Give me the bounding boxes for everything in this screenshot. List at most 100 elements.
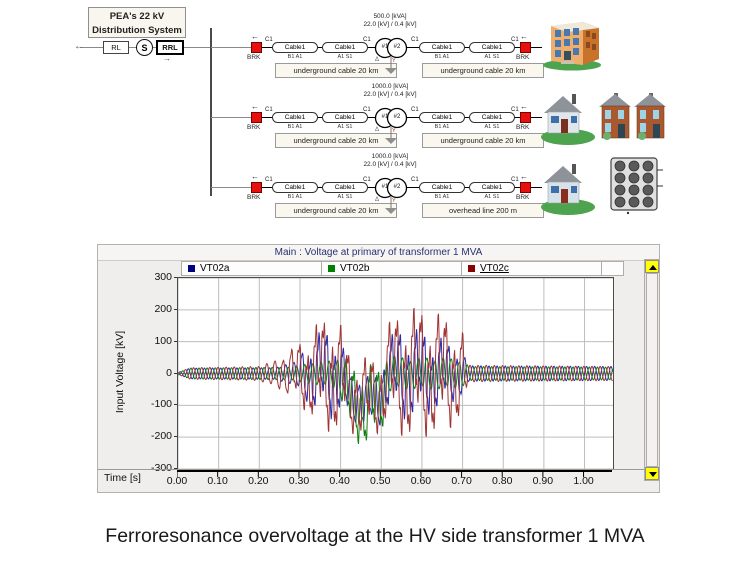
figure-caption: Ferroresonance overvoltage at the HV sid… [105, 525, 645, 547]
breaker-icon [251, 42, 262, 53]
cable-terminals: A1 S1 [337, 124, 353, 130]
axis-separator [98, 469, 659, 470]
x-tick-label: 0.50 [370, 475, 391, 487]
y-tick-mark [174, 308, 177, 310]
legend-label: VT02c [480, 263, 509, 274]
x-tick-label: 0.10 [207, 475, 228, 487]
x-axis-label: Time [s] [104, 472, 141, 484]
breaker-label: BRK [516, 54, 530, 61]
cable-terminals: B1 A1 [287, 54, 303, 60]
breaker-icon [251, 182, 262, 193]
breaker-label: BRK [247, 54, 261, 61]
legend-item-VT02b[interactable]: VT02b [321, 261, 462, 276]
transformer-rating-kv: 22.0 [kV] / 0.4 [kV] [363, 161, 417, 168]
node-label-c1: C1 [511, 107, 519, 113]
node-label-c1: C1 [265, 107, 273, 113]
transformer-icon [374, 107, 408, 144]
cable-terminals: A1 S1 [484, 194, 500, 200]
bus-tap-wire [211, 187, 253, 188]
right-line-label: underground cable 20 km [422, 133, 544, 148]
y-tick-label: -300 [150, 462, 172, 474]
breaker-arrow-icon: ← [520, 32, 528, 41]
legend-item-VT02a[interactable]: VT02a [181, 261, 322, 276]
node-label-c1: C1 [363, 37, 371, 43]
transformer-secondary-label: #2 [393, 114, 401, 120]
transformer-rating-kva: 500.0 [kVA] [373, 13, 407, 20]
y-tick-mark [174, 404, 177, 406]
node-label-c1: C1 [511, 37, 519, 43]
waveform-VT02b [177, 354, 614, 444]
vertical-scrollbar[interactable] [644, 259, 660, 481]
scrollbar-thumb[interactable] [646, 273, 658, 467]
cable-component: Cable1 [272, 42, 318, 53]
pscad-plot-window: Main : Voltage at primary of transformer… [97, 244, 660, 493]
x-tick-label: 0.30 [288, 475, 310, 487]
legend-label: VT02b [340, 263, 370, 274]
waveform-VT02c [177, 307, 613, 437]
delta-winding-label: Δ [375, 197, 380, 203]
y-tick-mark [174, 340, 177, 342]
wye-winding-label: Y [392, 58, 396, 64]
breaker-arrow-icon: ← [251, 172, 259, 181]
cable-component: Cable1 [469, 112, 515, 123]
cable-terminals: B1 A1 [434, 54, 450, 60]
rl-component: RL [103, 41, 129, 54]
y-tick-label: 200 [154, 302, 172, 315]
legend-item-VT02c[interactable]: VT02c [461, 261, 602, 276]
plot-title: Main : Voltage at primary of transformer… [98, 245, 659, 261]
cable-terminals: B1 A1 [434, 194, 450, 200]
cable-component: Cable1 [419, 182, 465, 193]
system-label-line2: Distribution System [92, 25, 182, 36]
y-tick-label: 300 [154, 271, 172, 283]
node-label-c1: C1 [363, 107, 371, 113]
y-tick-label: 100 [154, 334, 172, 347]
breaker-icon [520, 182, 531, 193]
houses-icon [541, 85, 746, 151]
cable-terminals: A1 S1 [484, 54, 500, 60]
right-line-label: overhead line 200 m [422, 203, 544, 218]
apartment-building-icon [541, 15, 746, 81]
rrl-arrow-icon: → [163, 54, 171, 63]
transformer-primary-label: #1 [381, 114, 389, 120]
delta-winding-label: Δ [375, 57, 380, 63]
cable-component: Cable1 [272, 112, 318, 123]
plot-legend: VT02a VT02b VT02c [181, 261, 624, 276]
left-line-label: underground cable 20 km [275, 203, 397, 218]
y-tick-mark [174, 277, 177, 278]
breaker-label: BRK [516, 124, 530, 131]
scroll-up-button[interactable] [645, 260, 659, 273]
cable-terminals: B1 A1 [287, 124, 303, 130]
feeder-row: ← BRK C1 Cable1 B1 A1 Cable1 A1 S1 C1 un… [205, 153, 750, 223]
bus-tap-wire [211, 117, 253, 118]
breaker-arrow-icon: ← [251, 32, 259, 41]
cable-terminals: B1 A1 [287, 194, 303, 200]
cable-component: Cable1 [322, 42, 368, 53]
cable-terminals: A1 S1 [484, 124, 500, 130]
breaker-label: BRK [516, 194, 530, 201]
transformer-secondary-label: #2 [393, 44, 401, 50]
transformer-rating-kva: 1000.0 [kVA] [371, 83, 409, 90]
transformer-icon [374, 37, 408, 74]
breaker-icon [251, 112, 262, 123]
scroll-down-button[interactable] [645, 467, 659, 480]
wye-winding-label: Y [392, 128, 396, 134]
node-label-c1: C1 [265, 177, 273, 183]
cable-terminals: A1 S1 [337, 194, 353, 200]
x-tick-label: 0.00 [166, 475, 188, 487]
delta-winding-label: Δ [375, 127, 380, 133]
y-axis-label: Input Voltage [kV] [114, 330, 126, 414]
feeder-row: ← BRK C1 Cable1 B1 A1 Cable1 A1 S1 C1 un… [205, 83, 750, 153]
node-label-c1: C1 [363, 177, 371, 183]
system-label: PEA's 22 kV Distribution System [88, 7, 186, 38]
node-label-c1: C1 [411, 37, 419, 43]
breaker-label: BRK [247, 124, 261, 131]
node-label-c1: C1 [265, 37, 273, 43]
node-label-c1: C1 [411, 177, 419, 183]
feeder-row: ← BRK C1 Cable1 B1 A1 Cable1 A1 S1 C1 un… [205, 13, 750, 83]
node-label-c1: C1 [511, 177, 519, 183]
transformer-primary-label: #1 [381, 184, 389, 190]
plot-canvas [177, 277, 614, 470]
x-tick-label: 0.70 [451, 475, 472, 487]
y-tick-mark [174, 468, 177, 469]
source-terminal-arrow-icon: ← [74, 41, 84, 52]
